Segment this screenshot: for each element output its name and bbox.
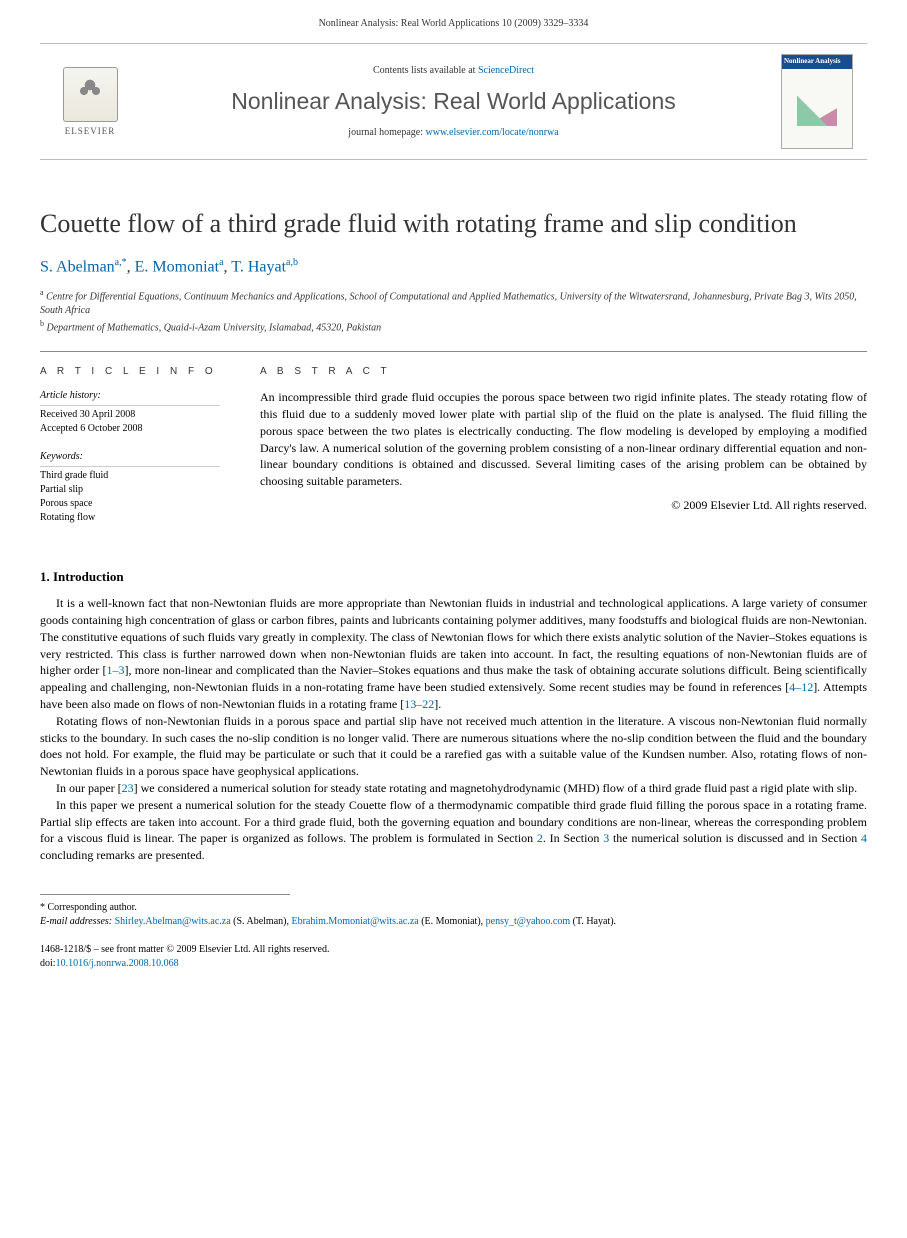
keyword: Porous space xyxy=(40,497,220,511)
sciencedirect-link[interactable]: ScienceDirect xyxy=(478,65,534,76)
cover-title: Nonlinear Analysis xyxy=(782,55,852,69)
abstract-text: An incompressible third grade fluid occu… xyxy=(260,389,867,490)
running-header: Nonlinear Analysis: Real World Applicati… xyxy=(0,0,907,43)
keyword: Third grade fluid xyxy=(40,469,220,483)
homepage-link[interactable]: www.elsevier.com/locate/nonrwa xyxy=(426,127,559,138)
publisher-name: ELSEVIER xyxy=(65,126,116,136)
body-paragraph: In this paper we present a numerical sol… xyxy=(40,797,867,864)
author-link[interactable]: E. Momoniat xyxy=(135,259,219,276)
keywords-title: Keywords: xyxy=(40,450,220,467)
author-mark: a xyxy=(219,257,223,268)
affiliation-line: a Centre for Differential Equations, Con… xyxy=(40,287,867,318)
homepage-line: journal homepage: www.elsevier.com/locat… xyxy=(150,127,757,138)
keywords-block: Keywords: Third grade fluid Partial slip… xyxy=(40,450,220,525)
history-line: Received 30 April 2008 xyxy=(40,408,220,422)
email-link[interactable]: Shirley.Abelman@wits.ac.za xyxy=(115,916,231,927)
body-paragraph: It is a well-known fact that non-Newtoni… xyxy=(40,595,867,713)
info-abstract-row: A R T I C L E I N F O Article history: R… xyxy=(40,351,867,539)
keyword: Rotating flow xyxy=(40,511,220,525)
issn-line: 1468-1218/$ – see front matter © 2009 El… xyxy=(40,943,867,957)
email-link[interactable]: pensy_t@yahoo.com xyxy=(486,916,570,927)
affiliations: a Centre for Differential Equations, Con… xyxy=(40,287,867,336)
keyword: Partial slip xyxy=(40,483,220,497)
article-title: Couette flow of a third grade fluid with… xyxy=(40,208,867,239)
author-mark: a,b xyxy=(286,257,298,268)
journal-name: Nonlinear Analysis: Real World Applicati… xyxy=(150,88,757,115)
elsevier-logo: ELSEVIER xyxy=(55,62,125,142)
author-link[interactable]: S. Abelman xyxy=(40,259,115,276)
history-title: Article history: xyxy=(40,389,220,406)
article-history: Article history: Received 30 April 2008 … xyxy=(40,389,220,436)
email-link[interactable]: Ebrahim.Momoniat@wits.ac.za xyxy=(291,916,418,927)
journal-cover-thumbnail: Nonlinear Analysis xyxy=(781,54,853,149)
abstract-copyright: © 2009 Elsevier Ltd. All rights reserved… xyxy=(260,498,867,513)
citation-text: Nonlinear Analysis: Real World Applicati… xyxy=(319,18,589,29)
abstract-heading: A B S T R A C T xyxy=(260,366,867,377)
article-info-column: A R T I C L E I N F O Article history: R… xyxy=(40,351,240,539)
ref-link[interactable]: 1–3 xyxy=(107,663,125,677)
cover-figure xyxy=(782,69,852,148)
history-line: Accepted 6 October 2008 xyxy=(40,422,220,436)
abstract-column: A B S T R A C T An incompressible third … xyxy=(260,351,867,539)
email-footnote: E-mail addresses: Shirley.Abelman@wits.a… xyxy=(40,915,867,929)
banner-center: Contents lists available at ScienceDirec… xyxy=(140,44,767,159)
email-label: E-mail addresses: xyxy=(40,916,112,927)
section-link[interactable]: 3 xyxy=(603,831,609,845)
ref-link[interactable]: 23 xyxy=(122,781,134,795)
footer-info: 1468-1218/$ – see front matter © 2009 El… xyxy=(40,943,867,971)
section-link[interactable]: 4 xyxy=(861,831,867,845)
cover-thumb-area: Nonlinear Analysis xyxy=(767,44,867,159)
info-heading: A R T I C L E I N F O xyxy=(40,366,220,377)
section-introduction: 1. Introduction It is a well-known fact … xyxy=(40,569,867,864)
author-list: S. Abelmana,*, E. Momoniata, T. Hayata,b xyxy=(40,257,867,276)
section-link[interactable]: 2 xyxy=(537,831,543,845)
author-mark: a,* xyxy=(115,257,127,268)
body-paragraph: In our paper [23] we considered a numeri… xyxy=(40,780,867,797)
author-link[interactable]: T. Hayat xyxy=(231,259,286,276)
doi-line: doi:10.1016/j.nonrwa.2008.10.068 xyxy=(40,957,867,971)
doi-link[interactable]: 10.1016/j.nonrwa.2008.10.068 xyxy=(56,958,179,969)
elsevier-tree-icon xyxy=(63,67,118,122)
body-paragraph: Rotating flows of non-Newtonian fluids i… xyxy=(40,713,867,780)
ref-link[interactable]: 13–22 xyxy=(404,697,434,711)
affiliation-line: b Department of Mathematics, Quaid-i-Aza… xyxy=(40,318,867,335)
section-heading: 1. Introduction xyxy=(40,569,867,585)
footnote-rule: * Corresponding author. xyxy=(40,894,290,915)
contents-line: Contents lists available at ScienceDirec… xyxy=(150,65,757,76)
publisher-logo-area: ELSEVIER xyxy=(40,44,140,159)
cover-figure-graphic xyxy=(797,91,837,126)
ref-link[interactable]: 4–12 xyxy=(789,680,813,694)
corresponding-author: * Corresponding author. xyxy=(40,901,290,915)
journal-banner: ELSEVIER Contents lists available at Sci… xyxy=(40,43,867,160)
